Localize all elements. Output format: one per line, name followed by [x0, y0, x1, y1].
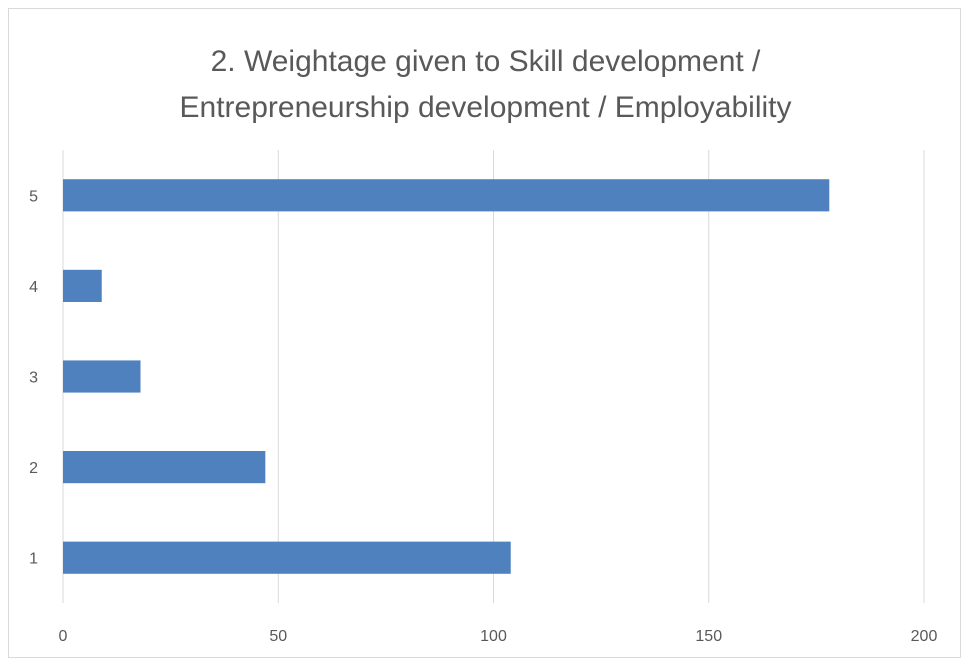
x-tick-label-150: 150 [695, 628, 722, 645]
x-tick-label-0: 0 [59, 628, 68, 645]
y-tick-label-5: 5 [29, 188, 38, 205]
bar-5 [63, 179, 830, 212]
chart-title-line-2: Entrepreneurship development / Employabi… [179, 91, 792, 124]
bar-2 [63, 451, 266, 484]
y-tick-label-2: 2 [29, 460, 38, 477]
y-tick-label-1: 1 [29, 551, 38, 568]
x-tick-label-200: 200 [911, 628, 938, 645]
chart-title-line-1: 2. Weightage given to Skill development … [210, 45, 761, 78]
bar-4 [63, 269, 102, 302]
x-tick-label-100: 100 [480, 628, 507, 645]
y-tick-label-4: 4 [29, 279, 38, 296]
y-tick-label-3: 3 [29, 370, 38, 387]
bar-3 [63, 360, 141, 393]
bar-1 [63, 541, 511, 574]
chart-title: 2. Weightage given to Skill development … [9, 39, 962, 131]
x-tick-label-50: 50 [269, 628, 287, 645]
